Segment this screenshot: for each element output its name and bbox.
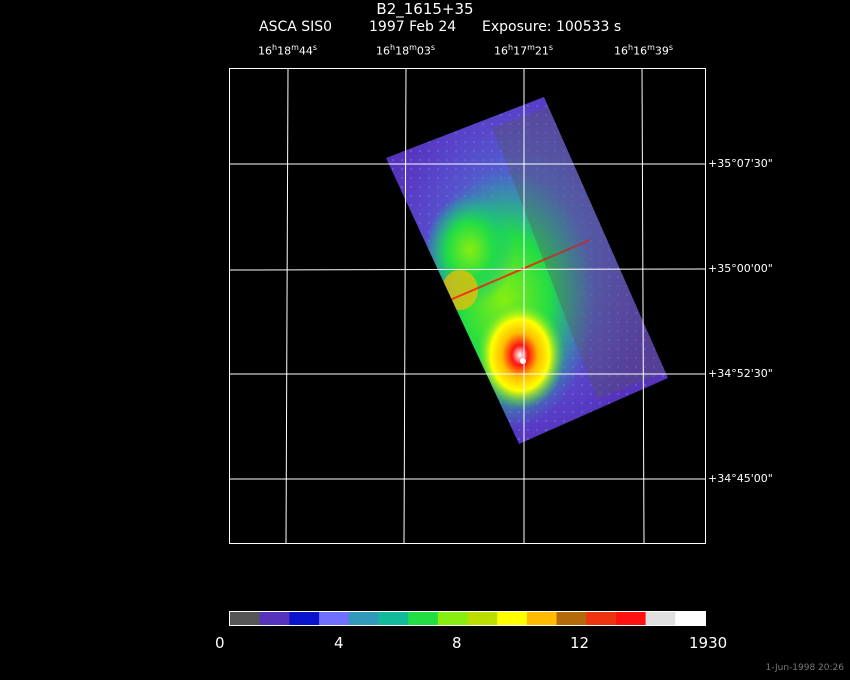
timestamp: 1-Jun-1998 20:26: [765, 663, 845, 673]
ra-tick-label: 16h16m39s: [614, 43, 674, 58]
colorbar-swatch: [467, 612, 498, 625]
observation-date: 1997 Feb 24: [369, 19, 457, 35]
dec-tick-label: +35°00'00": [708, 262, 773, 275]
colorbar-swatch: [378, 612, 409, 625]
detector-footprint: [386, 97, 668, 444]
colorbar-swatch: [645, 612, 676, 625]
colorbar-label: 8: [452, 634, 462, 652]
dec-tick-label: +34°52'30": [708, 367, 773, 380]
colorbar-swatch: [556, 612, 587, 625]
instrument-label: ASCA SIS0: [259, 19, 333, 35]
colorbar-swatch: [408, 612, 439, 625]
colorbar-label: 0: [215, 634, 225, 652]
source-peak: [520, 358, 526, 364]
colorbar-swatch: [289, 612, 320, 625]
colorbar-swatch: [348, 612, 379, 625]
colorbar-label: 1930: [689, 634, 728, 652]
colorbar-frame: [229, 611, 706, 626]
colorbar-swatch: [526, 612, 558, 625]
ra-tick-label: 16h18m03s: [376, 43, 436, 58]
dec-tick-label: +34°45'00": [708, 472, 773, 485]
colorbar: [230, 612, 706, 625]
ra-tick-label: 16h17m21s: [494, 43, 554, 58]
colorbar-swatch: [230, 612, 261, 625]
colorbar-swatch: [675, 612, 706, 625]
exposure-label: Exposure: 100533 s: [482, 19, 622, 35]
colorbar-swatch: [319, 612, 350, 625]
dec-tick-label: +35°07'30": [708, 157, 773, 170]
ra-tick-label: 16h18m44s: [258, 43, 318, 58]
colorbar-swatch: [615, 612, 647, 625]
colorbar-swatch: [586, 612, 617, 625]
colorbar-swatch: [437, 612, 468, 625]
image-title: B2_1615+35: [376, 0, 474, 18]
colorbar-swatch: [497, 612, 528, 625]
colorbar-label: 12: [570, 634, 590, 652]
colorbar-label: 4: [334, 634, 344, 652]
coordinate-grid: [228, 67, 707, 544]
colorbar-swatch: [259, 612, 290, 625]
